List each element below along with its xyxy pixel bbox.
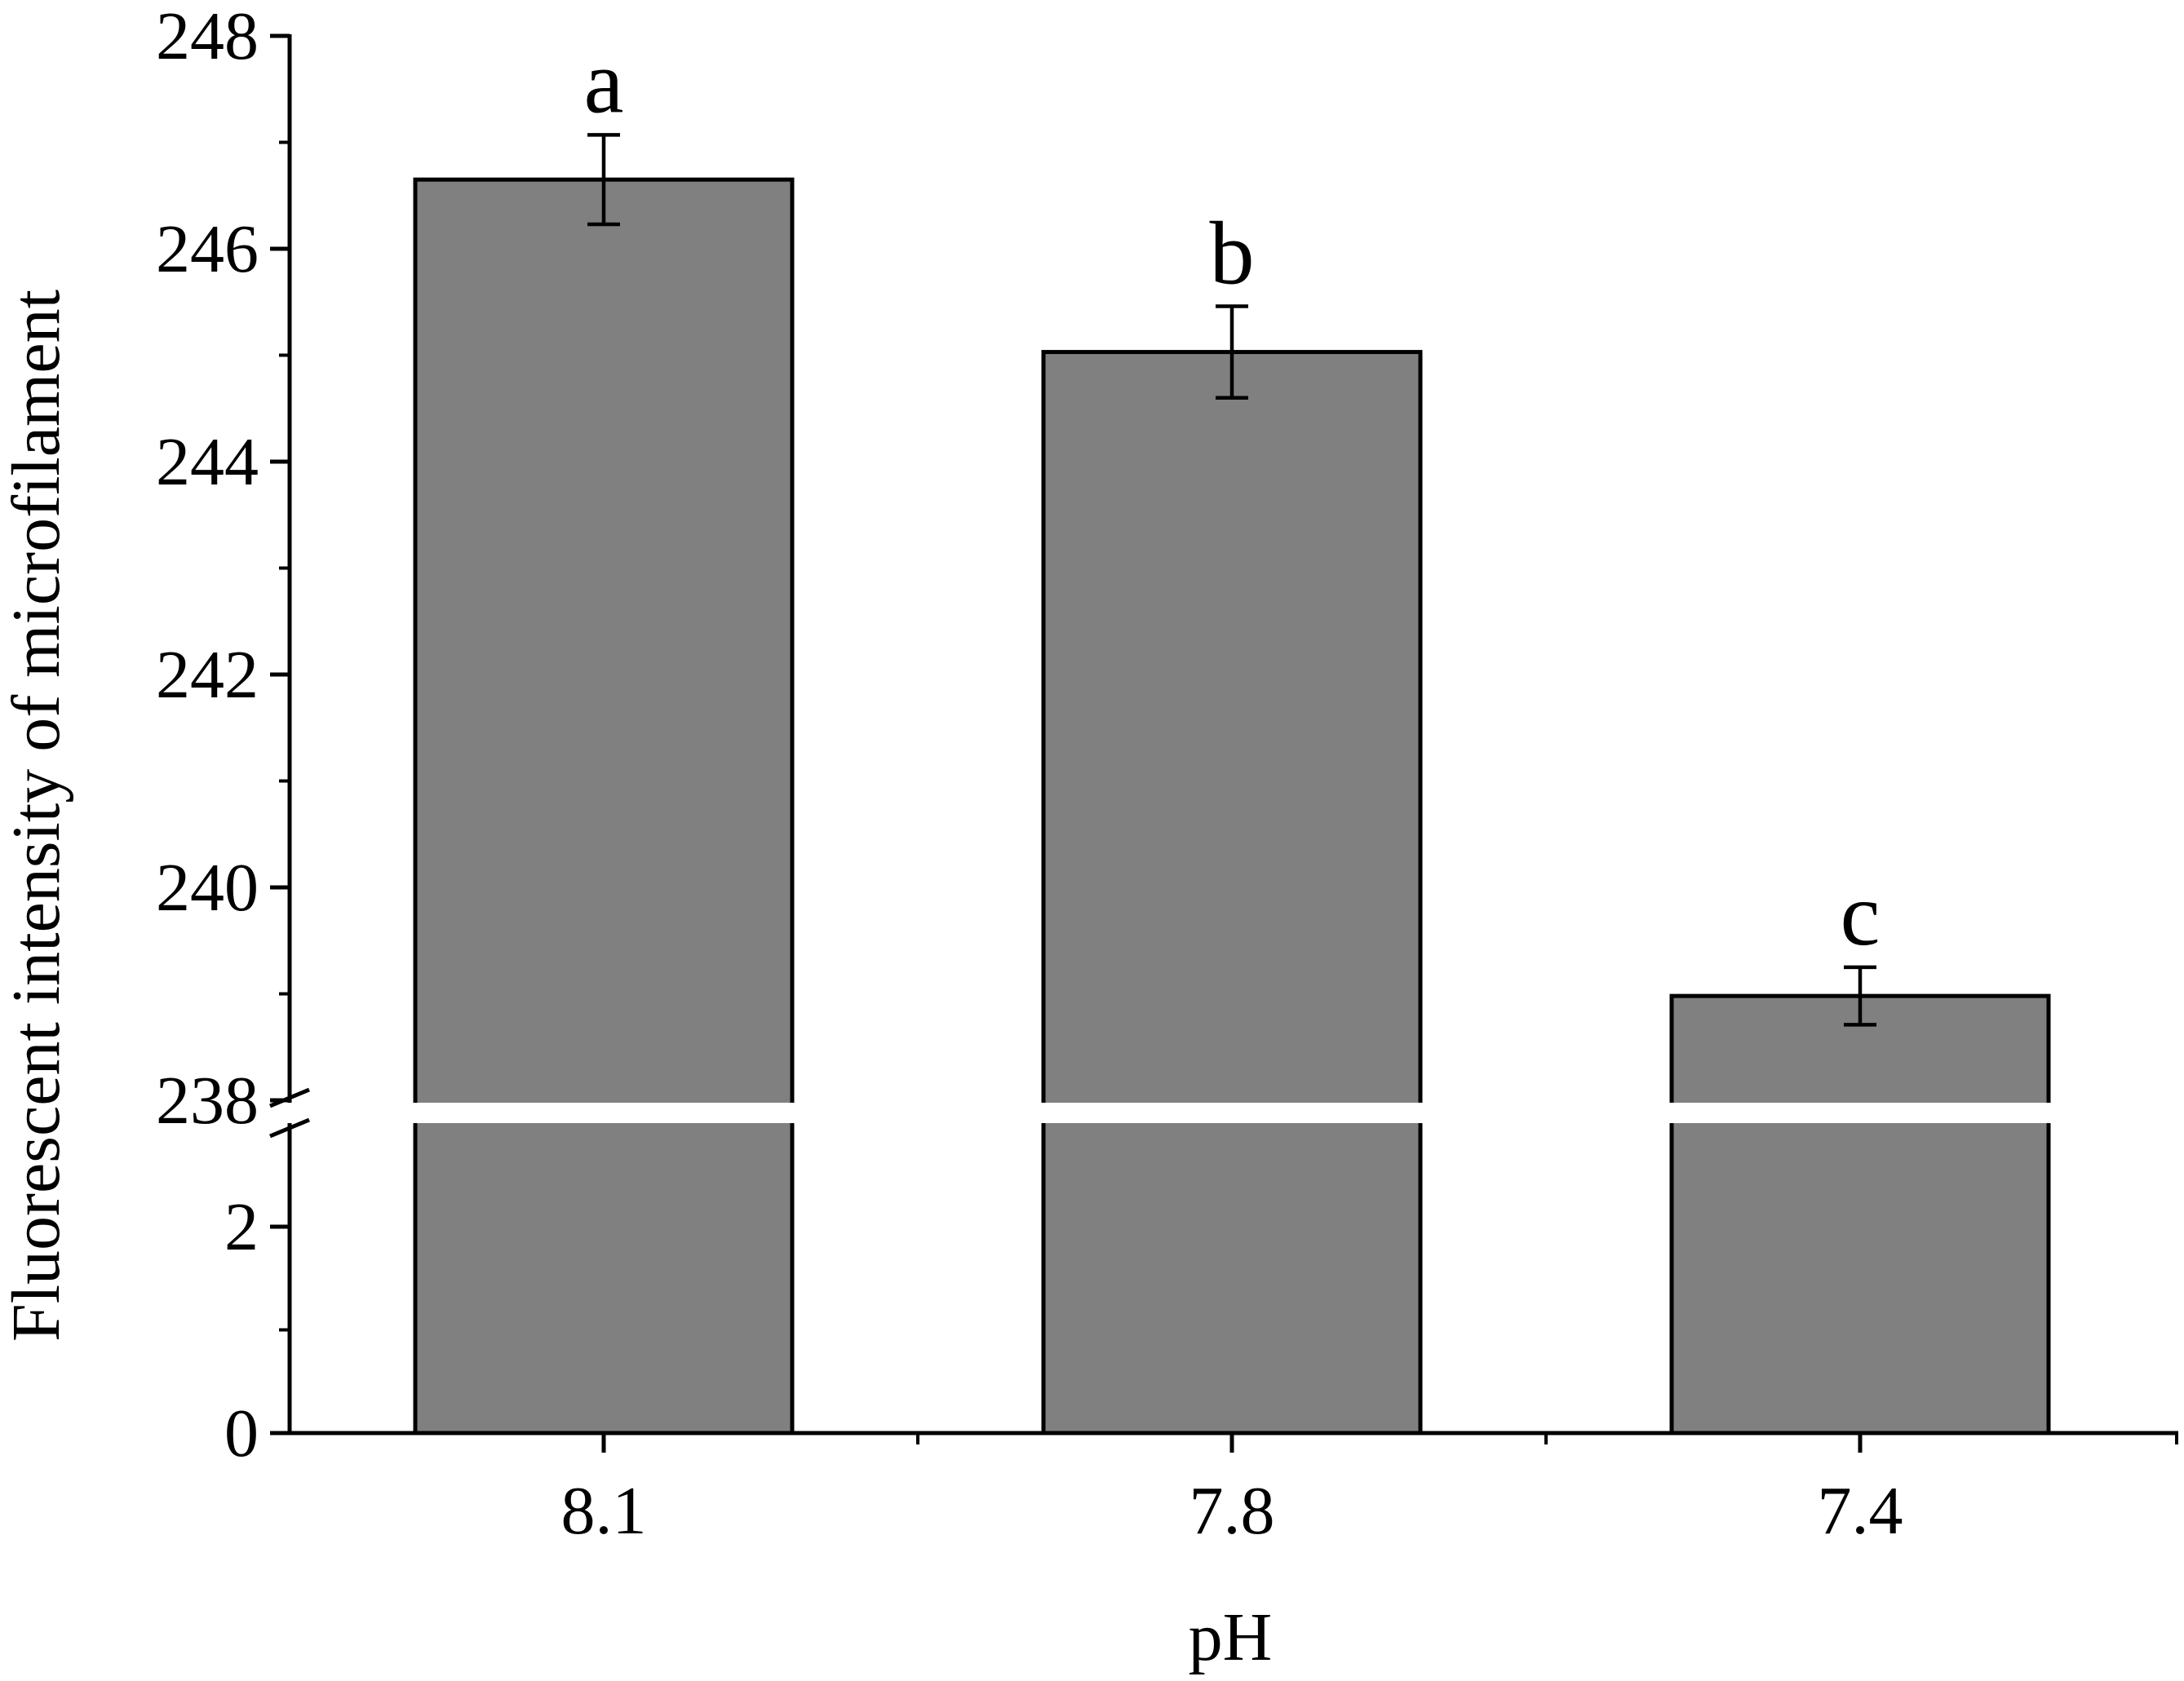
labels-layer: a b c 238 240 242 244 246 248 0 2 8.1 7.8 7.4 — [156, 0, 1903, 1549]
y-axis-title: Fluorescent intensity of microfilament — [0, 290, 74, 1342]
significance-letter-7.4: c — [1841, 865, 1881, 964]
y-tick-label-238: 238 — [156, 1063, 259, 1139]
significance-letter-7.8: b — [1210, 203, 1255, 303]
y-tick-label-244: 244 — [156, 424, 259, 500]
x-tick-label-7.4: 7.4 — [1818, 1473, 1903, 1549]
axes-layer — [269, 33, 2178, 1453]
axis-break-gap — [298, 1103, 2184, 1123]
axis-break-layer — [298, 1103, 2184, 1123]
x-axis-title: pH — [1189, 1599, 1273, 1675]
y-tick-label-242: 242 — [156, 637, 259, 713]
bar-8.1 — [413, 177, 795, 1435]
y-tick-label-0: 0 — [224, 1396, 259, 1471]
x-tick-label-8.1: 8.1 — [561, 1473, 647, 1549]
bar-7.8 — [1041, 350, 1423, 1435]
x-tick-label-7.8: 7.8 — [1189, 1473, 1275, 1549]
axis-break-mark-upper — [269, 1087, 310, 1108]
bar-7.4 — [1669, 993, 2051, 1435]
significance-letter-8.1: a — [584, 32, 624, 131]
y-tick-label-246: 246 — [156, 211, 259, 287]
y-tick-label-2: 2 — [224, 1189, 259, 1265]
bars-layer — [413, 133, 2051, 1435]
y-tick-label-248: 248 — [156, 0, 259, 74]
axis-break-mark-lower — [269, 1117, 310, 1139]
y-tick-label-240: 240 — [156, 850, 259, 926]
